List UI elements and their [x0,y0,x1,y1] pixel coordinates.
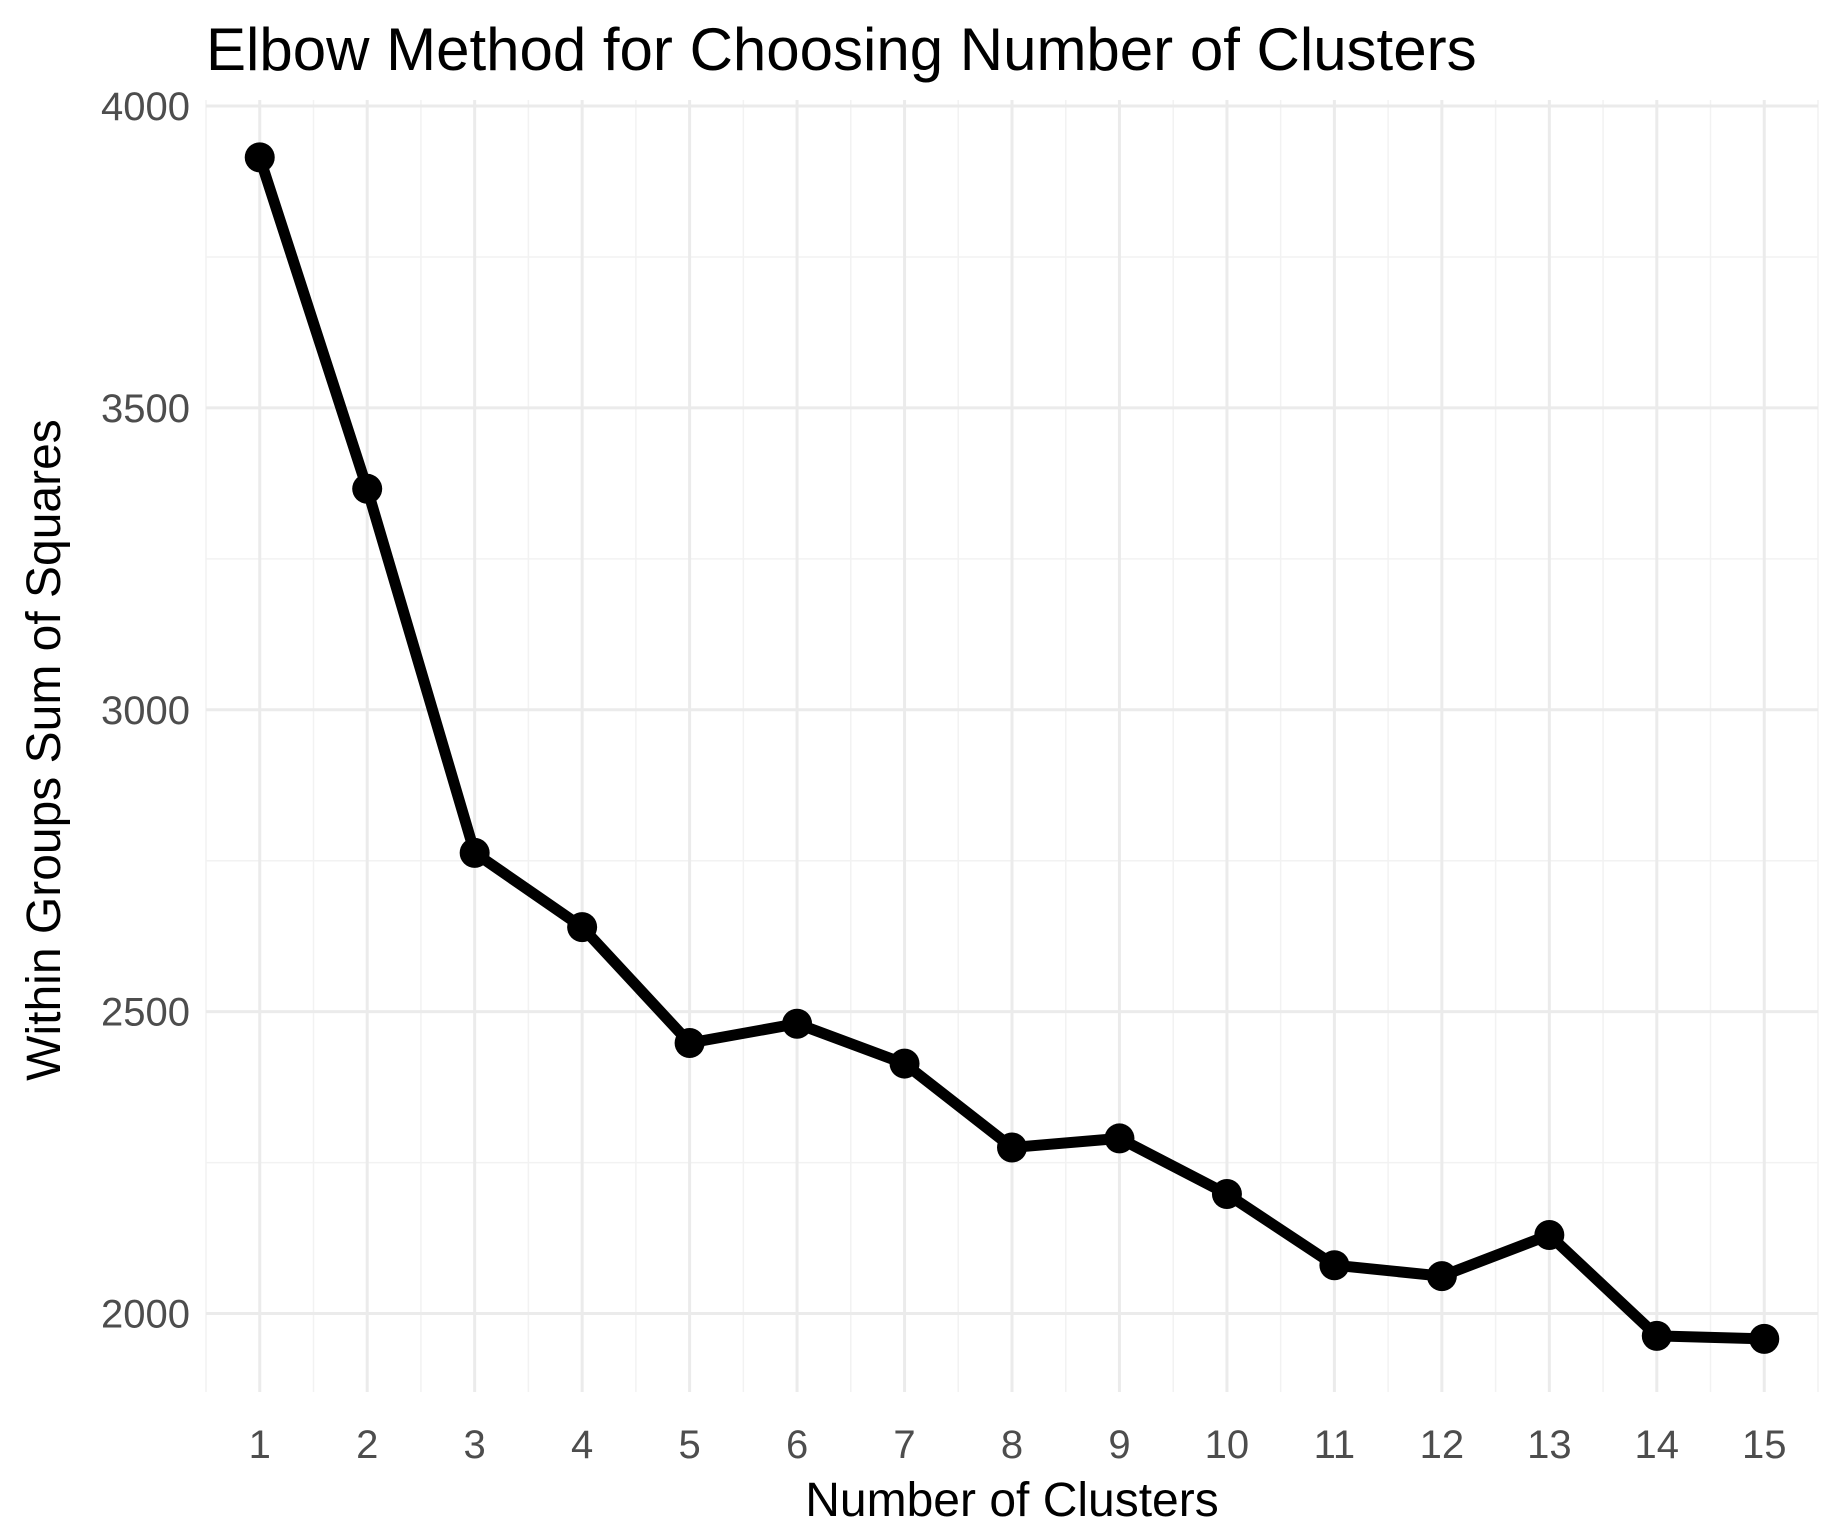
data-point [1426,1261,1457,1292]
x-tick-label: 9 [1108,1423,1130,1467]
x-tick-label: 1 [249,1423,271,1467]
data-point [782,1008,813,1039]
data-point [997,1132,1027,1163]
x-tick-label: 6 [786,1423,808,1467]
y-tick-label: 3500 [101,387,190,431]
data-point [1749,1323,1780,1354]
series-wss [244,142,1780,1354]
x-tick-label: 5 [678,1423,700,1467]
y-axis-title: Within Groups Sum of Squares [18,419,71,1081]
x-tick-label: 2 [356,1423,378,1467]
x-tick-label: 4 [571,1423,593,1467]
data-point [459,837,490,868]
data-point [1641,1320,1672,1351]
data-point [1211,1178,1242,1209]
y-tick-label: 2000 [101,1293,190,1337]
x-tick-label: 15 [1742,1423,1787,1467]
x-tick-label: 14 [1635,1423,1680,1467]
data-point [1104,1123,1135,1154]
x-tick-label: 3 [464,1423,486,1467]
x-axis-title: Number of Clusters [805,1474,1218,1527]
x-tick-label: 10 [1205,1423,1250,1467]
y-tick-label: 2500 [101,991,190,1035]
x-tick-label: 12 [1420,1423,1465,1467]
x-axis-ticks: 1 2 3 4 5 6 7 8 9 10 11 12 13 14 15 [249,1423,1787,1467]
data-point [352,473,383,504]
data-point [1319,1250,1350,1281]
data-point [1534,1220,1565,1251]
y-tick-label: 4000 [101,85,190,129]
x-tick-label: 13 [1527,1423,1572,1467]
data-point [889,1048,920,1079]
y-tick-label: 3000 [101,689,190,733]
x-tick-label: 7 [893,1423,915,1467]
data-point [674,1028,705,1059]
data-point [567,912,598,943]
data-point [244,142,275,173]
x-tick-label: 8 [1001,1423,1023,1467]
chart-title: Elbow Method for Choosing Number of Clus… [206,16,1477,83]
x-tick-label: 11 [1314,1423,1356,1467]
y-axis-ticks: 2000 2500 3000 3500 4000 [101,85,190,1336]
